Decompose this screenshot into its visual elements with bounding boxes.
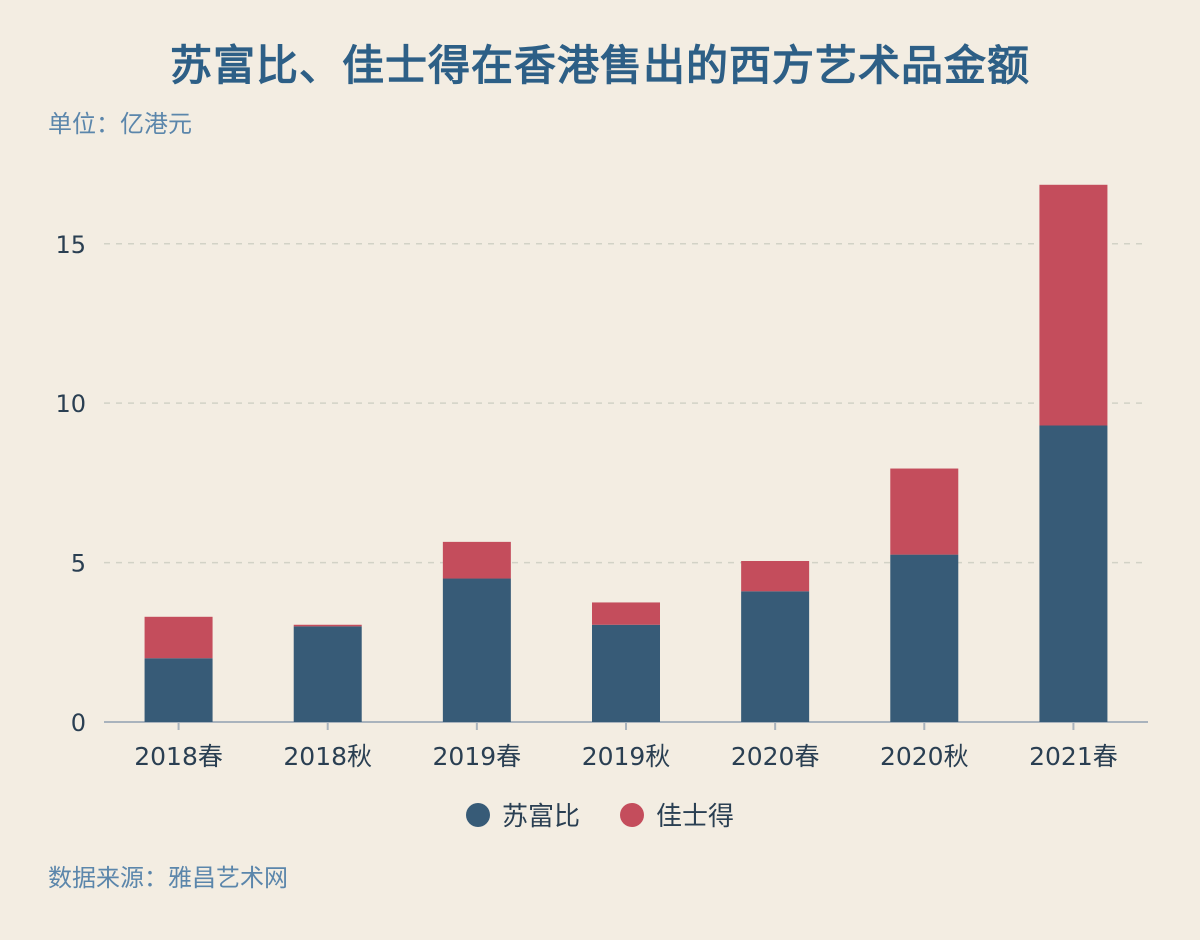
y-tick-label: 0 [71,709,86,737]
bar-sothebys [1039,425,1108,722]
chart-title: 苏富比、佳士得在香港售出的西方艺术品金额 [169,41,1030,90]
legend-item-christies[interactable]: 佳士得 [620,796,734,833]
y-tick-label: 15 [55,231,86,259]
bar-sothebys [592,624,660,722]
bar-sothebys [442,578,511,722]
x-tick-label: 2019春 [433,742,522,771]
x-tick-label: 2018秋 [283,742,372,771]
legend-label-christies: 佳士得 [656,802,735,832]
y-tick-label: 5 [71,550,86,578]
legend-swatch-sothebys [465,802,490,827]
bar-sothebys [741,591,810,722]
bar-christies [890,468,959,555]
bar-christies [1039,184,1108,426]
x-tick-label: 2020秋 [880,742,969,771]
unit-label: 单位：亿港元 [48,110,192,138]
bar-christies [144,616,213,659]
bar-christies [442,541,511,579]
bar-christies [741,560,810,592]
x-tick-label: 2021春 [1029,742,1118,771]
x-tick-label: 2018春 [134,742,223,771]
bar-christies [293,624,362,627]
bar-christies [592,602,660,625]
legend: 苏富比 佳士得 [0,796,1200,833]
bar-sothebys [144,658,213,722]
legend-label-sothebys: 苏富比 [501,802,580,832]
legend-swatch-christies [620,802,644,827]
data-source: 数据来源：雅昌艺术网 [48,864,288,892]
x-tick-label: 2019秋 [582,742,671,771]
bar-sothebys [890,554,959,722]
bar-sothebys [293,626,362,722]
stacked-bar-chart: 0 5 10 15 2018春 2018秋 2019春 2019秋 2020春 2020秋 2021… [55,184,1148,771]
legend-item-sothebys[interactable]: 苏富比 [465,796,580,833]
x-tick-label: 2020春 [731,742,820,771]
y-tick-label: 10 [55,390,86,418]
